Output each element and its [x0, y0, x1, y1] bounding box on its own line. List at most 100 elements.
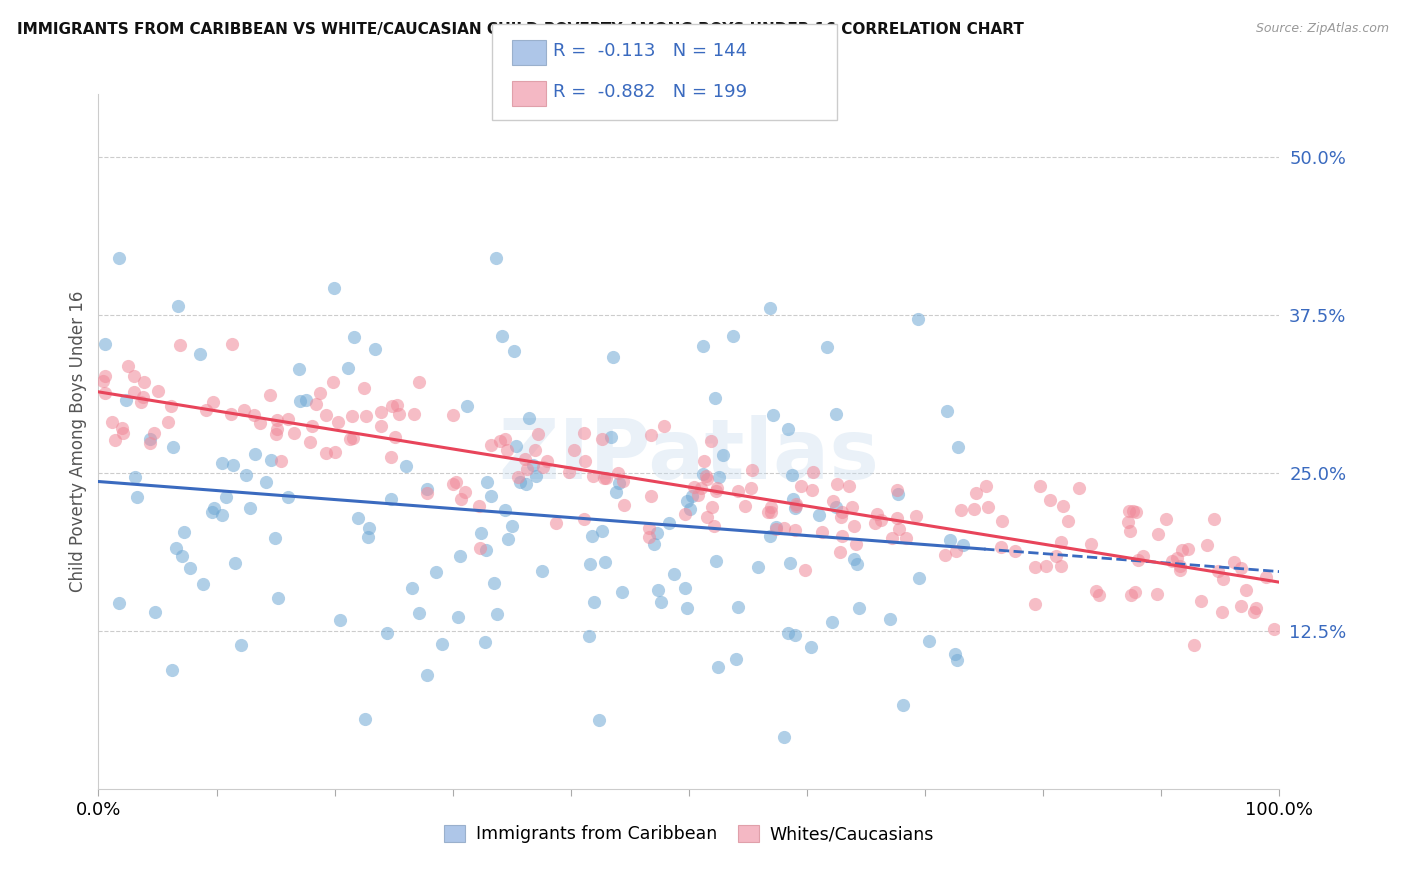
Point	[211, 508, 233, 522]
Point	[501, 519, 523, 533]
Point	[977, 500, 1000, 515]
Point	[846, 557, 869, 571]
Point	[224, 556, 246, 570]
Point	[1195, 538, 1218, 552]
Point	[165, 541, 187, 555]
Point	[886, 483, 908, 498]
Point	[1230, 599, 1253, 613]
Point	[825, 407, 848, 421]
Point	[756, 505, 779, 519]
Point	[1212, 572, 1234, 586]
Point	[322, 376, 344, 390]
Point	[808, 508, 831, 523]
Point	[991, 514, 1014, 528]
Point	[191, 576, 214, 591]
Point	[820, 615, 842, 630]
Point	[945, 647, 967, 661]
Point	[288, 394, 311, 409]
Point	[1147, 526, 1170, 541]
Point	[904, 509, 927, 524]
Point	[441, 408, 464, 422]
Point	[600, 429, 623, 443]
Point	[704, 392, 727, 406]
Point	[446, 475, 468, 489]
Point	[408, 606, 430, 620]
Point	[508, 469, 530, 483]
Point	[645, 526, 668, 541]
Point	[1024, 597, 1046, 611]
Point	[326, 415, 349, 429]
Point	[1119, 588, 1142, 602]
Point	[842, 518, 865, 533]
Point	[831, 528, 853, 542]
Text: R =  -0.113   N = 144: R = -0.113 N = 144	[553, 42, 747, 60]
Point	[1045, 549, 1067, 564]
Point	[934, 548, 956, 562]
Point	[676, 601, 699, 615]
Point	[574, 453, 596, 467]
Point	[1080, 537, 1102, 551]
Point	[132, 390, 155, 404]
Point	[491, 328, 513, 343]
Point	[607, 476, 630, 491]
Point	[148, 384, 170, 398]
Point	[425, 566, 447, 580]
Point	[811, 525, 834, 540]
Point	[395, 459, 418, 474]
Point	[470, 525, 492, 540]
Point	[1256, 570, 1278, 584]
Point	[219, 407, 242, 421]
Point	[264, 427, 287, 442]
Point	[375, 625, 398, 640]
Point	[370, 404, 392, 418]
Point	[288, 361, 311, 376]
Point	[238, 500, 260, 515]
Point	[581, 529, 603, 543]
Point	[1057, 514, 1080, 528]
Point	[582, 469, 605, 483]
Point	[1039, 492, 1062, 507]
Point	[1223, 555, 1246, 569]
Point	[380, 450, 402, 464]
Point	[1229, 561, 1251, 575]
Point	[761, 500, 783, 514]
Point	[759, 301, 782, 316]
Point	[673, 507, 696, 521]
Point	[1024, 559, 1046, 574]
Point	[1243, 605, 1265, 619]
Point	[643, 536, 665, 550]
Text: ZIPatlas: ZIPatlas	[499, 415, 879, 496]
Point	[887, 522, 910, 536]
Point	[329, 613, 352, 627]
Point	[509, 475, 531, 489]
Point	[301, 419, 323, 434]
Point	[773, 521, 796, 535]
Point	[364, 343, 387, 357]
Point	[700, 500, 723, 514]
Point	[689, 481, 711, 495]
Point	[974, 479, 997, 493]
Point	[309, 386, 332, 401]
Point	[887, 487, 910, 501]
Point	[162, 440, 184, 454]
Point	[139, 436, 162, 450]
Point	[562, 443, 585, 458]
Point	[222, 458, 245, 473]
Point	[1004, 544, 1026, 558]
Point	[531, 564, 554, 578]
Point	[879, 612, 901, 626]
Point	[139, 432, 162, 446]
Point	[782, 491, 804, 506]
Point	[1166, 550, 1188, 565]
Point	[117, 359, 139, 373]
Point	[1168, 558, 1191, 573]
Point	[676, 493, 699, 508]
Point	[416, 667, 439, 681]
Point	[707, 469, 730, 483]
Point	[315, 446, 337, 460]
Point	[662, 566, 685, 581]
Point	[711, 448, 734, 462]
Point	[294, 392, 316, 407]
Point	[886, 510, 908, 524]
Point	[243, 409, 266, 423]
